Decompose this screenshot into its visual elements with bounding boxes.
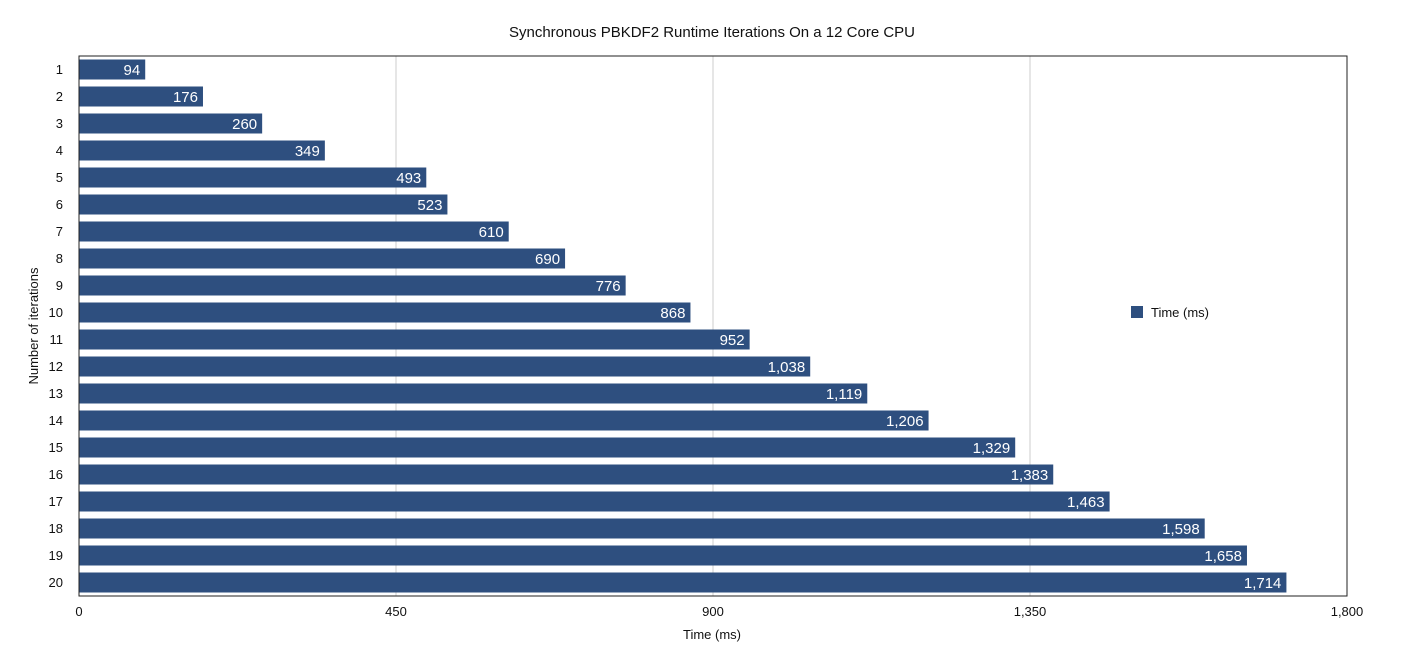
bar-value-label: 690 — [535, 251, 560, 268]
bar — [79, 167, 427, 188]
bar — [79, 275, 626, 296]
y-tick-label: 12 — [49, 359, 63, 374]
x-tick-label: 450 — [385, 604, 407, 619]
bar — [79, 410, 929, 431]
y-tick-label: 5 — [56, 170, 63, 185]
bar — [79, 491, 1110, 512]
y-tick-label: 15 — [49, 440, 63, 455]
bar-value-label: 1,658 — [1204, 548, 1242, 565]
y-tick-label: 10 — [49, 305, 63, 320]
bar — [79, 194, 448, 215]
bar-value-label: 1,329 — [973, 440, 1011, 457]
y-tick-label: 9 — [56, 278, 63, 293]
y-tick-label: 11 — [50, 332, 64, 347]
bar — [79, 437, 1016, 458]
y-tick-label: 18 — [49, 521, 63, 536]
bar — [79, 221, 509, 242]
x-tick-labels: 0 450 900 1,350 1,800 — [75, 604, 1363, 619]
x-tick-label: 1,350 — [1014, 604, 1047, 619]
y-tick-label: 1 — [56, 62, 63, 77]
x-axis-label: Time (ms) — [683, 627, 741, 642]
x-tick-label: 1,800 — [1331, 604, 1364, 619]
plot-frame — [78, 55, 1348, 597]
bar-value-label: 260 — [232, 116, 257, 133]
bar-value-label: 176 — [173, 89, 198, 106]
bar — [79, 59, 146, 80]
y-axis-label: Number of iterations — [26, 267, 41, 385]
y-tick-label: 17 — [49, 494, 63, 509]
legend-label: Time (ms) — [1151, 305, 1209, 320]
bar-value-label: 1,598 — [1162, 521, 1200, 538]
bar — [79, 113, 263, 134]
bar — [79, 248, 566, 269]
bars-layer: 94 176 260 349 493 523 610 690 776 868 952 1,038 1,1… — [79, 59, 1287, 593]
bar — [79, 464, 1054, 485]
y-tick-label: 6 — [56, 197, 63, 212]
y-tick-label: 4 — [56, 143, 63, 158]
bar-value-label: 349 — [295, 143, 320, 160]
bar — [79, 329, 750, 350]
bar — [79, 356, 811, 377]
bar-value-label: 1,038 — [768, 359, 806, 376]
y-tick-label: 13 — [49, 386, 63, 401]
bar — [79, 86, 203, 107]
bar-value-label: 1,206 — [886, 413, 924, 430]
y-tick-label: 8 — [56, 251, 63, 266]
bar-value-label: 1,714 — [1244, 575, 1282, 592]
bar-value-label: 523 — [417, 197, 442, 214]
x-tick-label: 0 — [75, 604, 82, 619]
legend-swatch — [1131, 306, 1143, 318]
chart-title: Synchronous PBKDF2 Runtime Iterations On… — [509, 24, 915, 41]
y-tick-label: 16 — [49, 467, 63, 482]
bar-value-label: 1,383 — [1011, 467, 1049, 484]
bar-value-label: 1,463 — [1067, 494, 1105, 511]
bar — [79, 545, 1247, 566]
y-tick-label: 14 — [49, 413, 63, 428]
bar-value-label: 952 — [720, 332, 745, 349]
y-tick-label: 7 — [56, 224, 63, 239]
bar-value-label: 493 — [396, 170, 421, 187]
bar — [79, 140, 325, 161]
bar — [79, 302, 691, 323]
bar — [79, 518, 1205, 539]
x-tick-label: 900 — [702, 604, 724, 619]
y-tick-label: 2 — [56, 89, 63, 104]
bar-value-label: 1,119 — [826, 386, 862, 403]
y-tick-label: 19 — [49, 548, 63, 563]
bar-value-label: 776 — [596, 278, 621, 295]
bar — [79, 572, 1287, 593]
bar-value-label: 610 — [479, 224, 504, 241]
bar-value-label: 94 — [124, 62, 141, 79]
legend: Time (ms) — [1131, 305, 1209, 320]
y-tick-label: 20 — [49, 575, 63, 590]
bar — [79, 383, 868, 404]
bar-value-label: 868 — [660, 305, 685, 322]
y-tick-label: 3 — [56, 116, 63, 131]
grid-layer — [395, 56, 1031, 596]
